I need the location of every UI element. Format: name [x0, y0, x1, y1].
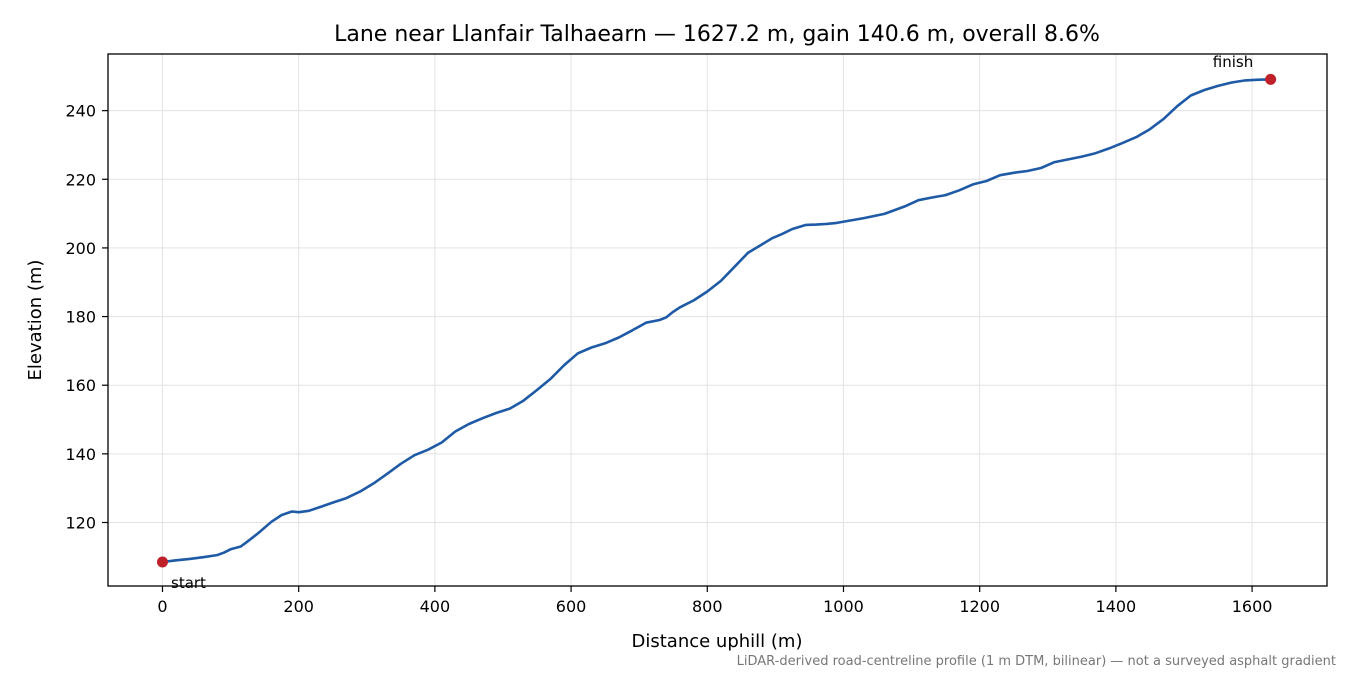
- y-tick-label: 140: [65, 445, 96, 464]
- x-tick-label: 0: [157, 597, 167, 616]
- y-tick-label: 180: [65, 308, 96, 327]
- plot-frame: [107, 53, 1328, 587]
- y-axis-label: Elevation (m): [25, 260, 46, 381]
- x-tick-label: 1000: [823, 597, 864, 616]
- finish-annotation: finish: [1213, 53, 1253, 71]
- elevation-series-line: [161, 78, 1272, 564]
- x-axis-label: Distance uphill (m): [632, 631, 803, 652]
- y-tick-label: 160: [65, 376, 96, 395]
- y-tick-label: 120: [65, 514, 96, 533]
- y-tick-label: 240: [65, 102, 96, 121]
- y-tick-label: 220: [65, 170, 96, 189]
- x-tick-label: 600: [556, 597, 587, 616]
- x-tick-label: 800: [692, 597, 723, 616]
- x-tick-label: 1600: [1232, 597, 1273, 616]
- x-axis-ticks: 0 200 400 600 800 1000 1200 1400 1600: [157, 586, 1272, 616]
- start-point-marker: [156, 556, 168, 568]
- series-layer: [156, 73, 1277, 568]
- x-tick-label: 200: [283, 597, 314, 616]
- x-tick-label: 1200: [959, 597, 1000, 616]
- chart-title: Lane near Llanfair Talhaearn — 1627.2 m,…: [334, 22, 1100, 47]
- footnote: LiDAR-derived road-centreline profile (1…: [737, 654, 1336, 669]
- x-tick-label: 1400: [1096, 597, 1137, 616]
- x-tick-label: 400: [420, 597, 451, 616]
- start-annotation: start: [171, 574, 206, 592]
- y-tick-label: 200: [65, 239, 96, 258]
- grid: [108, 54, 1327, 586]
- y-axis-ticks: 120 140 160 180 200 220 240: [65, 102, 108, 533]
- finish-point-marker: [1265, 73, 1277, 85]
